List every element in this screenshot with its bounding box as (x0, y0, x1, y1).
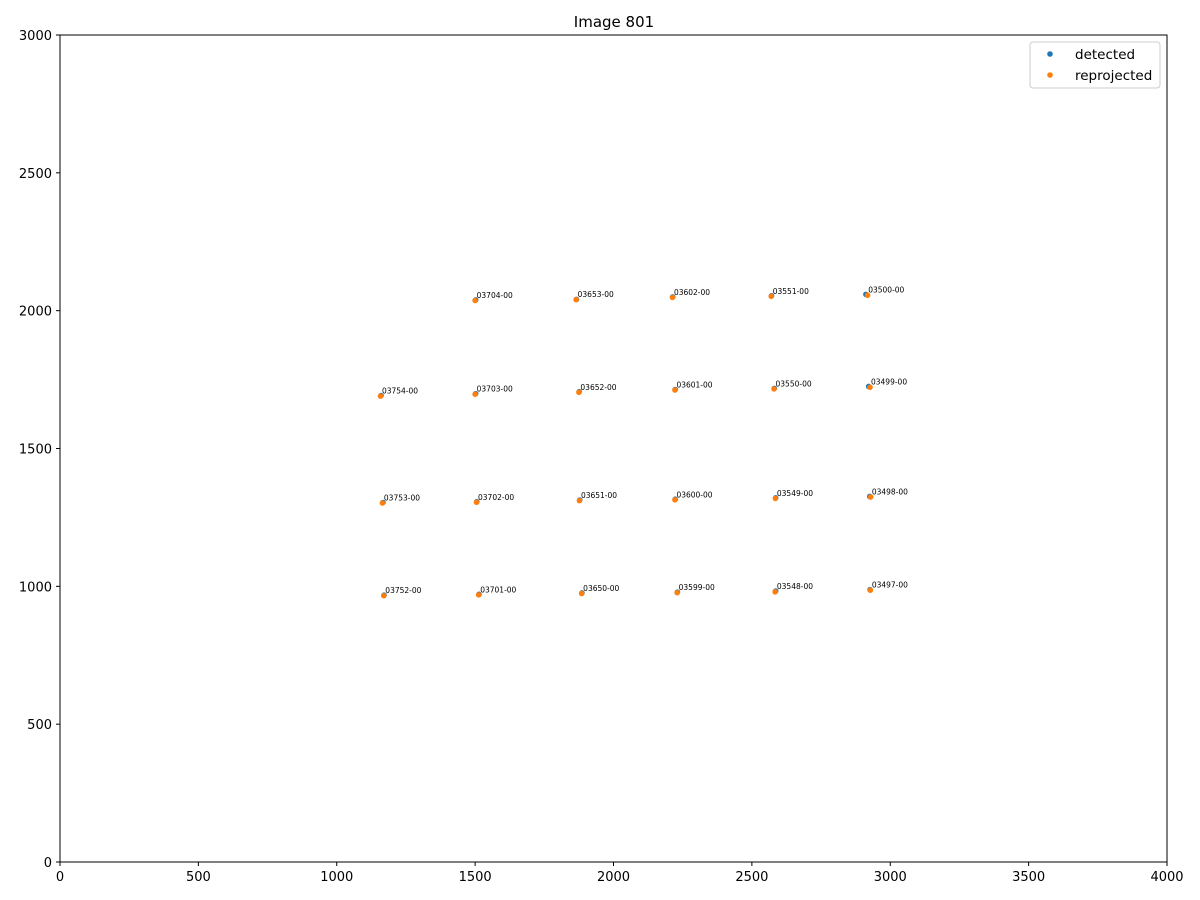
point-label: 03600-00 (676, 490, 712, 499)
reprojected-point (576, 389, 582, 396)
point-label: 03500-00 (868, 285, 904, 294)
point-label: 03602-00 (674, 288, 710, 297)
point-label: 03703-00 (477, 385, 513, 394)
point-label: 03499-00 (871, 378, 907, 387)
x-tick-label: 4000 (1150, 870, 1183, 885)
point-label: 03551-00 (773, 287, 809, 296)
y-tick-label: 1500 (19, 443, 52, 458)
point-label: 03651-00 (581, 491, 617, 500)
y-tick-label: 3000 (19, 29, 52, 44)
reprojected-point (772, 495, 779, 502)
point-label: 03652-00 (580, 383, 616, 392)
x-tick-label: 500 (186, 870, 211, 885)
reprojected-point (867, 494, 874, 500)
legend-label-detected: detected (1075, 47, 1135, 63)
plot-frame (59, 34, 1168, 863)
point-label: 03653-00 (578, 290, 614, 299)
point-label: 03753-00 (384, 494, 420, 503)
point-label: 03701-00 (480, 585, 516, 594)
point-label: 03702-00 (478, 493, 514, 502)
point-label: 03752-00 (385, 586, 421, 595)
reprojected-point (473, 499, 480, 506)
x-tick-label: 1000 (320, 870, 353, 885)
reprojected-point (672, 387, 678, 393)
reprojected-point (576, 497, 583, 504)
x-tick-label: 3500 (1012, 870, 1045, 885)
point-label: 03550-00 (776, 379, 812, 388)
reprojected-point (472, 297, 478, 304)
legend-marker-detected (1047, 51, 1053, 57)
reprojected-point (768, 293, 775, 300)
x-tick-label: 0 (56, 870, 64, 885)
x-tick-label: 2500 (735, 870, 768, 885)
point-label: 03498-00 (872, 488, 908, 497)
point-label: 03754-00 (382, 387, 418, 396)
x-tick-label: 2000 (597, 870, 630, 885)
point-label: 03601-00 (676, 381, 712, 390)
point-label: 03599-00 (679, 583, 715, 592)
point-label: 03704-00 (477, 291, 513, 300)
reprojected-point (669, 294, 676, 301)
reprojected-point (472, 391, 478, 397)
chart-title: Image 801 (574, 13, 654, 31)
y-tick-label: 1000 (19, 580, 52, 595)
point-label: 03497-00 (872, 581, 908, 590)
reprojected-point (674, 589, 680, 596)
reprojected-point (475, 592, 482, 598)
legend-label-reprojected: reprojected (1075, 68, 1152, 84)
reprojected-point (377, 393, 384, 399)
x-tick-label: 1500 (459, 870, 492, 885)
reprojected-point (864, 292, 871, 299)
points-layer: 03704-00 03653-00 03602-00 03551-00 03500-00… (377, 285, 908, 599)
reprojected-point (867, 587, 874, 593)
y-tick-label: 2000 (19, 305, 52, 320)
y-tick-label: 0 (44, 856, 52, 871)
legend-box (1029, 41, 1161, 89)
point-label: 03549-00 (777, 489, 813, 498)
reprojected-point (867, 384, 873, 391)
point-label: 03548-00 (777, 582, 813, 591)
reprojected-point (380, 592, 387, 599)
x-tick-label: 3000 (874, 870, 907, 885)
y-tick-label: 2500 (19, 167, 52, 182)
reprojected-point (578, 590, 585, 597)
reprojected-point (672, 496, 678, 503)
reprojected-point (573, 296, 579, 303)
legend: detected reprojected (1029, 41, 1161, 89)
legend-marker-reprojected (1047, 72, 1053, 78)
reprojected-point (772, 589, 778, 595)
reprojected-point (771, 386, 777, 392)
point-label: 03650-00 (583, 584, 619, 593)
axes-layer: 0 500 1000 1500 2000 2500 3000 3500 4000 0 500 1000… (19, 29, 1184, 885)
reprojected-point (379, 500, 386, 506)
y-tick-label: 500 (27, 718, 52, 733)
